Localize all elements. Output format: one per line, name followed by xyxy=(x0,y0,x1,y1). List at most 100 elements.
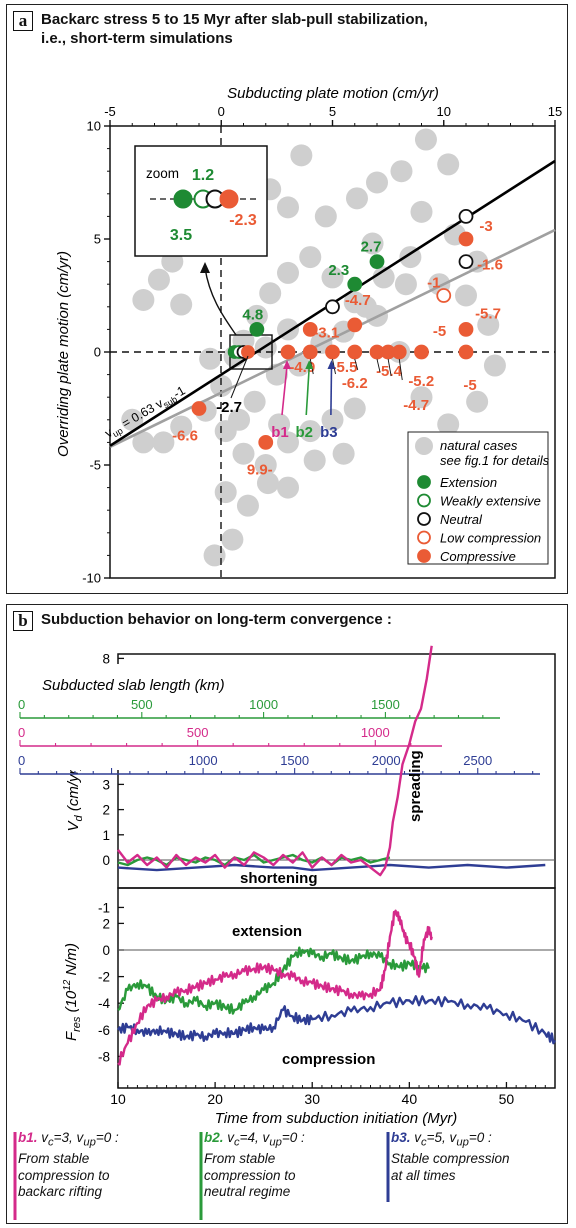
legend-b1-line3: backarc rifting xyxy=(18,1184,103,1200)
arrow-b3-head xyxy=(327,360,336,369)
model-point-label-24: -6.6 xyxy=(172,428,198,445)
legend-b2: b2. vc=4, vup=0 : From stable compressio… xyxy=(198,1130,305,1201)
label-leader-4 xyxy=(387,358,392,377)
scatter-x-tick-label-4: 15 xyxy=(548,104,562,119)
legend-b2-title: b2. xyxy=(204,1130,224,1145)
legend-b2-v: v xyxy=(227,1130,235,1145)
natural-case-point-45 xyxy=(277,431,299,454)
slab-axis-b3-label-0: 0 xyxy=(18,753,25,768)
legend-b3-line1: Stable compression xyxy=(391,1151,510,1167)
label-leader-3 xyxy=(376,358,381,373)
scatter-y-tick-label-4: -10 xyxy=(82,571,101,586)
slab-axis-b2-label-0: 0 xyxy=(18,697,25,712)
natural-case-point-18 xyxy=(466,250,489,273)
fres-y-tick-label-5: -6 xyxy=(98,1023,110,1038)
model-point-label-5: 2.3 xyxy=(328,262,349,279)
arrow-b1-head xyxy=(283,360,291,369)
fres-y-label-sub: res xyxy=(71,1016,83,1032)
fres-ticks-group: -120-2-4-6-810 20 30 40 50 xyxy=(98,900,556,1107)
fres-x-label: Time from subduction initiation (Myr) xyxy=(215,1110,457,1127)
legend-label-3: Neutral xyxy=(440,512,483,527)
model-point-16 xyxy=(302,344,318,360)
legend-label-1: Extension xyxy=(440,475,497,490)
model-point-7 xyxy=(325,299,340,315)
slab-axis-b3-label-1: 1000 xyxy=(189,753,218,768)
natural-case-point-50 xyxy=(332,442,355,465)
panel-a-title-line2: i.e., short-term simulations xyxy=(41,30,233,47)
scatter-y-tick-label-3: -5 xyxy=(89,458,101,473)
model-point-9 xyxy=(458,231,474,247)
slab-axes-mask xyxy=(12,664,552,770)
model-point-label-23: -5 xyxy=(463,377,476,394)
vd-lines-group xyxy=(117,645,546,877)
natural-case-point-58 xyxy=(243,390,266,413)
model-point-label-9: -3 xyxy=(479,218,492,235)
panel-a-letter: a xyxy=(13,11,33,31)
natural-case-point-39 xyxy=(152,431,175,454)
model-point-23 xyxy=(458,344,474,360)
zoom-point-label-1: 1.2 xyxy=(192,167,214,184)
model-point-13 xyxy=(302,321,318,337)
scatter-legend-box xyxy=(407,431,549,565)
legend-b3-end: =0 : xyxy=(468,1130,492,1145)
natural-case-point-9 xyxy=(290,144,313,167)
fres-y-tick-label-0: -1 xyxy=(98,900,110,915)
natural-case-point-29 xyxy=(321,266,344,289)
fres-y-tick-label-3: -2 xyxy=(98,970,110,985)
scatter-y-label: Overriding plate motion (cm/yr) xyxy=(55,251,72,457)
vd-y-label-v: V xyxy=(65,819,82,831)
legend-b2-sub-c: c xyxy=(234,1136,240,1149)
scatter-ticks-group: -5 0 5 10 15 10 5 0 -5 -10 xyxy=(82,104,562,586)
natural-case-point-21 xyxy=(477,313,500,336)
legend-b3-title: b3. xyxy=(391,1130,411,1145)
natural-case-point-38 xyxy=(170,415,193,438)
model-point-18 xyxy=(347,344,363,360)
natural-case-point-12 xyxy=(366,171,388,194)
b-arrows-group: b1 b2 b3 xyxy=(271,360,338,441)
vd-y-label-sub: d xyxy=(73,814,85,821)
fres-y-label-unit: (10 xyxy=(63,990,80,1017)
model-point-17 xyxy=(325,344,340,360)
zoom-points-group: 3.5 1.2 -2.3 xyxy=(170,167,257,244)
natural-case-point-22 xyxy=(483,354,506,377)
natural-case-point-0 xyxy=(132,289,155,312)
fres-y-label-end: N/m) xyxy=(63,943,80,980)
model-point-label-10: -1.6 xyxy=(477,257,503,274)
natural-case-point-46 xyxy=(299,420,322,443)
slab-axis-b2-label-3: 1500 xyxy=(371,697,400,712)
scatter-x-tick-label-3: 10 xyxy=(437,104,451,119)
fres-y-tick-label-1: 2 xyxy=(102,916,110,931)
extra-label-neg-2-7: -2.7 xyxy=(216,399,242,416)
model-point-label-19: -5.4 xyxy=(376,363,403,380)
natural-case-point-68 xyxy=(199,347,222,370)
model-point-label-6: 2.7 xyxy=(361,239,382,256)
scatter-y-tick-label-1: 5 xyxy=(94,232,101,247)
zoom-point-0 xyxy=(173,189,193,209)
zoom-point-label-0: 3.5 xyxy=(170,227,192,244)
legend-b1-mid: =3, v xyxy=(53,1130,84,1145)
scatter-x-tick-label-0: -5 xyxy=(104,104,116,119)
natural-case-point-71 xyxy=(361,232,384,255)
natural-case-point-20 xyxy=(455,284,477,307)
natural-case-point-10 xyxy=(314,205,337,228)
legend-b3-line2: at all times xyxy=(391,1167,456,1183)
legend-b3-v: v xyxy=(414,1130,422,1145)
model-point-15 xyxy=(280,344,296,360)
extension-annotation: extension xyxy=(232,923,302,940)
natural-case-point-15 xyxy=(437,153,460,176)
scatter-y-tick-label-2: 0 xyxy=(94,345,101,360)
model-point-label-14: -5.7 xyxy=(475,305,501,322)
natural-case-point-52 xyxy=(221,528,244,551)
fres-x-tick-label-3: 40 xyxy=(402,1091,418,1107)
legend-b1-title: b1. xyxy=(18,1130,38,1145)
panel-a-title-line1: Backarc stress 5 to 15 Myr after slab-pu… xyxy=(41,11,428,28)
panel-b-letter: b xyxy=(13,611,33,631)
natural-case-point-8 xyxy=(277,196,299,219)
natural-case-point-48 xyxy=(343,397,366,420)
natural-case-point-32 xyxy=(259,282,282,305)
legend-b1-params: vc=3, vup=0 : xyxy=(41,1130,118,1149)
arrow-b3-shaft xyxy=(330,365,333,416)
zoom-inset: zoom 3.5 1.2 -2.3 xyxy=(134,145,268,257)
natural-case-point-11 xyxy=(345,187,368,210)
